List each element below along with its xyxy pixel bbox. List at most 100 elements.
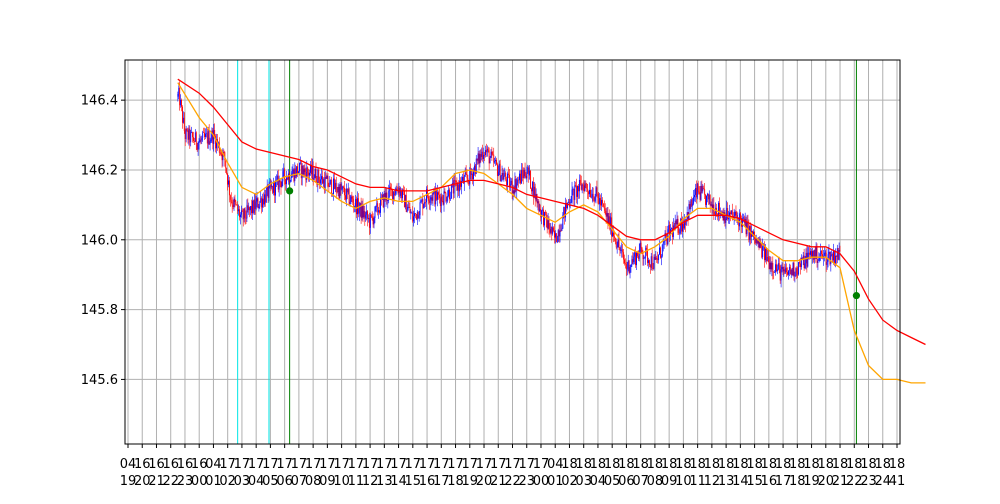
candle-body xyxy=(455,180,457,183)
candle-body xyxy=(755,238,757,243)
candle-body xyxy=(642,252,644,259)
x-tick-label-top: 17 xyxy=(362,457,379,472)
candle-body xyxy=(705,194,707,205)
candle-body xyxy=(461,180,462,187)
candle-body xyxy=(832,254,834,261)
candle-body xyxy=(501,172,503,176)
candle-body xyxy=(824,252,826,254)
candle-body xyxy=(403,190,405,208)
x-tick-label-top: 18 xyxy=(860,457,877,472)
x-tick-label-bottom: 08 xyxy=(305,474,322,489)
candle-body xyxy=(820,250,822,257)
candle-body xyxy=(270,183,272,188)
candle-body xyxy=(640,242,642,248)
x-tick-label-bottom: 10 xyxy=(675,474,692,489)
candle-body xyxy=(831,254,833,256)
candle-body xyxy=(388,190,390,201)
candle-body xyxy=(622,249,624,253)
candle-body xyxy=(659,247,661,258)
candle-body xyxy=(520,170,522,184)
candle-body xyxy=(555,233,556,238)
candle-body xyxy=(431,197,433,201)
x-tick-label-top: 18 xyxy=(632,457,649,472)
candle-body xyxy=(559,230,561,237)
x-tick-label-top: 17 xyxy=(305,457,322,472)
candle-body xyxy=(666,236,668,245)
candle-body xyxy=(742,217,744,219)
candle-body xyxy=(272,186,274,193)
candle-body xyxy=(508,174,510,188)
candle-body xyxy=(834,250,835,264)
candle-body xyxy=(286,177,288,180)
candle-body xyxy=(454,180,456,181)
x-tick-label-bottom: 23 xyxy=(860,474,877,489)
x-tick-label-bottom: 02 xyxy=(219,474,236,489)
candle-body xyxy=(406,209,408,213)
candle-body xyxy=(509,184,511,188)
candle-body xyxy=(523,170,525,178)
candle-body xyxy=(562,214,564,229)
candle-body xyxy=(656,257,658,259)
candles xyxy=(177,81,841,288)
candle-body xyxy=(234,198,236,203)
candle-body xyxy=(587,188,589,192)
candle-body xyxy=(823,252,825,256)
x-tick-label-bottom: 18 xyxy=(789,474,806,489)
x-tick-label-bottom: 23 xyxy=(177,474,194,489)
candle-body xyxy=(603,206,605,209)
candle-body xyxy=(237,204,239,212)
candle-body xyxy=(318,169,320,180)
candle-body xyxy=(785,267,787,273)
candle-body xyxy=(485,150,486,155)
x-tick-label-top: 17 xyxy=(518,457,535,472)
candle-body xyxy=(799,263,801,267)
candle-body xyxy=(530,170,532,189)
candle-body xyxy=(385,192,387,200)
candle-body xyxy=(327,175,329,187)
x-tick-label-bottom: 12 xyxy=(704,474,721,489)
x-tick-label-bottom: 16 xyxy=(761,474,778,489)
candle-body xyxy=(424,202,426,205)
candle-body xyxy=(806,252,808,267)
candle-body xyxy=(371,215,373,218)
candle-body xyxy=(378,210,380,213)
candle-body xyxy=(601,199,603,204)
candle-body xyxy=(220,152,222,154)
candle-body xyxy=(423,204,425,209)
candle-body xyxy=(581,184,583,190)
candle-body xyxy=(809,252,811,255)
candle-body xyxy=(568,201,570,204)
candle-body xyxy=(525,175,527,179)
candle-body xyxy=(541,210,543,218)
candle-body xyxy=(521,170,523,175)
candle-body xyxy=(401,190,403,199)
candle-body xyxy=(362,205,364,218)
candle-body xyxy=(497,172,499,176)
candle-body xyxy=(489,157,491,164)
candle-body xyxy=(251,200,253,214)
candle-body xyxy=(790,269,792,275)
x-tick-label-top: 18 xyxy=(689,457,706,472)
candle-body xyxy=(498,163,500,173)
candle-body xyxy=(185,129,187,140)
candle-body xyxy=(192,132,194,138)
candle-body xyxy=(617,239,619,247)
candle-body xyxy=(739,213,741,227)
candle-body xyxy=(544,211,546,213)
candle-body xyxy=(427,196,429,201)
candle-body xyxy=(564,206,566,218)
candle-body xyxy=(232,205,234,207)
candle-body xyxy=(289,181,291,183)
x-tick-label-bottom: 14 xyxy=(732,474,749,489)
candle-body xyxy=(578,179,580,192)
signal-markers xyxy=(286,187,861,300)
candle-body xyxy=(339,184,341,198)
candle-body xyxy=(447,195,449,201)
candle-body xyxy=(201,137,203,141)
x-tick-label-bottom: 00 xyxy=(191,474,208,489)
candle-body xyxy=(510,180,512,185)
candle-body xyxy=(198,142,200,143)
candle-body xyxy=(365,214,367,219)
candle-body xyxy=(482,151,484,160)
candle-body xyxy=(369,214,371,228)
